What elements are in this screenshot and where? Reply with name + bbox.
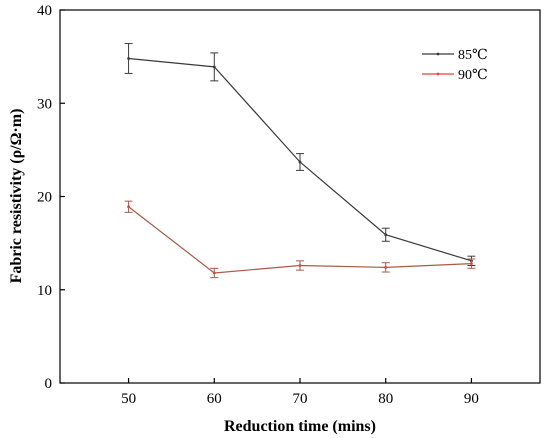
legend-item-85: 85℃ [422, 48, 488, 63]
legend-item-90: 90℃ [422, 68, 488, 83]
y-tick-label-0: 0 [45, 376, 53, 392]
data-point-0-2 [298, 160, 302, 164]
legend-label-85: 85℃ [458, 48, 488, 63]
y-tick-label-30: 30 [37, 96, 52, 112]
data-point-0-3 [384, 233, 388, 237]
x-axis-title: Reduction time (mins) [224, 418, 376, 435]
legend-marker-85 [436, 52, 440, 56]
x-tick-label-60: 60 [207, 391, 222, 407]
legend: 85℃ 90℃ [422, 48, 488, 83]
plot-frame [59, 9, 541, 384]
x-tick-label-80: 80 [378, 391, 393, 407]
series-0 [124, 43, 476, 267]
data-point-1-0 [127, 205, 130, 209]
x-axis: 50 60 70 80 90 [121, 378, 479, 407]
data-point-1-1 [212, 271, 216, 275]
data-point-1-4 [470, 262, 473, 266]
series-1 [124, 200, 476, 279]
y-tick-label-10: 10 [37, 283, 52, 299]
legend-label-90: 90℃ [458, 68, 488, 83]
y-tick-label-40: 40 [37, 3, 52, 19]
data-point-0-1 [212, 65, 216, 69]
y-axis-title: Fabric resistivity (ρ/Ω·m) [8, 109, 25, 284]
legend-marker-90 [436, 72, 440, 76]
x-tick-label-70: 70 [293, 391, 308, 407]
data-point-0-0 [127, 57, 130, 60]
y-axis: 0 10 20 30 40 [37, 3, 65, 392]
x-tick-label-90: 90 [464, 391, 479, 407]
x-tick-label-50: 50 [121, 391, 136, 407]
series-layer [124, 43, 476, 279]
y-tick-label-20: 20 [37, 190, 52, 206]
data-point-1-2 [298, 264, 302, 267]
data-point-1-3 [384, 265, 388, 269]
